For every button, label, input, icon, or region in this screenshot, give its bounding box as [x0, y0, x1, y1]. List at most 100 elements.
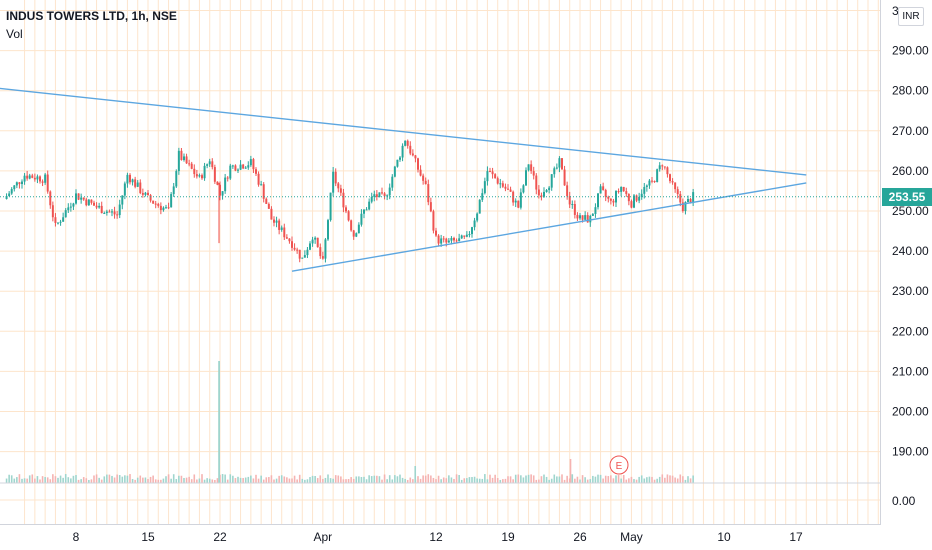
volume-bar	[136, 477, 139, 483]
volume-bar	[633, 479, 635, 483]
candle	[193, 164, 196, 178]
candle	[46, 170, 49, 194]
volume-bar	[298, 474, 301, 483]
volume-bar	[687, 476, 689, 483]
volume-bar	[396, 476, 399, 483]
candle	[206, 163, 209, 169]
candle	[255, 167, 257, 177]
volume-bar	[170, 478, 172, 483]
volume-bars	[5, 361, 694, 483]
volume-bar	[404, 478, 406, 483]
candle	[237, 168, 239, 173]
candle	[49, 190, 52, 209]
volume-bar	[682, 476, 684, 483]
volume-bar	[383, 474, 386, 483]
price-tick-label: 280.00	[892, 84, 929, 98]
candle	[239, 160, 242, 171]
candle	[435, 227, 437, 237]
volume-bar	[514, 474, 517, 483]
candle	[514, 198, 517, 208]
volume-bar	[589, 479, 592, 483]
currency-badge[interactable]: INR	[898, 7, 924, 26]
candle	[499, 178, 502, 189]
volume-bar	[75, 475, 77, 483]
volume-bar	[370, 476, 373, 483]
volume-bar	[512, 479, 514, 483]
volume-bar	[646, 477, 648, 483]
candle	[267, 202, 270, 209]
price-tick-label: 250.00	[892, 204, 929, 218]
volume-bar	[419, 478, 422, 483]
candle	[563, 165, 566, 186]
volume-bar	[180, 475, 183, 483]
candle	[653, 180, 656, 183]
volume-bar	[198, 478, 201, 483]
volume-bar	[448, 475, 450, 483]
candle	[165, 204, 167, 209]
candle	[648, 179, 651, 189]
candle	[172, 182, 175, 197]
candle	[36, 174, 39, 184]
time-tick-label: 10	[717, 530, 731, 544]
candle	[532, 166, 535, 180]
candle	[260, 180, 263, 186]
volume-bar	[162, 478, 165, 483]
candle	[33, 173, 36, 182]
volume-bar	[124, 475, 126, 483]
volume-bar	[566, 475, 568, 483]
candlesticks	[5, 139, 695, 263]
candle	[460, 234, 463, 239]
volume-bar	[592, 475, 594, 483]
candle	[424, 177, 427, 185]
candle	[273, 216, 275, 227]
candle	[324, 237, 327, 263]
candle	[401, 143, 404, 162]
candle	[234, 164, 237, 172]
candle	[314, 236, 317, 244]
volume-bar	[502, 479, 504, 483]
volume-bar	[399, 474, 401, 483]
candle	[121, 195, 124, 210]
volume-bar	[247, 476, 250, 483]
candle	[136, 180, 139, 187]
volume-bar	[85, 478, 88, 483]
volume-bar	[676, 478, 679, 483]
volume-bar	[13, 478, 16, 483]
volume-bar	[437, 475, 440, 483]
candle	[540, 192, 543, 201]
candle	[329, 192, 332, 222]
volume-bar	[373, 475, 376, 483]
volume-bar	[286, 477, 288, 483]
volume-bar	[232, 475, 234, 483]
volume-bar	[268, 477, 270, 483]
volume-bar	[401, 477, 404, 483]
candle	[152, 200, 155, 204]
volume-bar	[62, 477, 64, 483]
earnings-marker[interactable]: E	[609, 455, 629, 475]
candle	[427, 179, 430, 206]
volume-bar	[496, 478, 499, 483]
time-tick-label: 15	[141, 530, 155, 544]
volume-bar	[144, 477, 147, 483]
volume-bar	[64, 474, 67, 483]
volume-bar	[522, 477, 525, 483]
candle	[221, 191, 224, 200]
volume-bar	[586, 479, 589, 483]
candle	[447, 238, 450, 243]
candle	[522, 184, 525, 194]
volume-bar	[345, 479, 347, 483]
candle	[13, 185, 16, 192]
candle	[473, 217, 476, 231]
volume-bar	[360, 476, 363, 483]
volume-bar	[599, 474, 602, 483]
candle	[177, 147, 180, 175]
volume-bar	[260, 475, 262, 483]
candle	[105, 209, 108, 216]
volume-bar	[440, 479, 442, 483]
volume-bar	[18, 474, 21, 483]
volume-bar	[196, 479, 198, 483]
candle	[339, 184, 342, 197]
candle	[478, 199, 481, 214]
candle	[185, 153, 188, 164]
